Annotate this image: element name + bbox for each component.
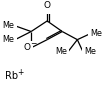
Text: O: O (24, 43, 31, 52)
Text: Me: Me (2, 35, 14, 44)
Text: Me: Me (84, 47, 96, 56)
Text: Me: Me (91, 29, 102, 38)
Text: Me: Me (2, 21, 14, 30)
Text: +: + (17, 68, 23, 77)
Text: O: O (44, 1, 51, 10)
Text: Me: Me (55, 47, 67, 56)
Text: Rb: Rb (5, 71, 18, 81)
Text: −: − (30, 39, 37, 48)
